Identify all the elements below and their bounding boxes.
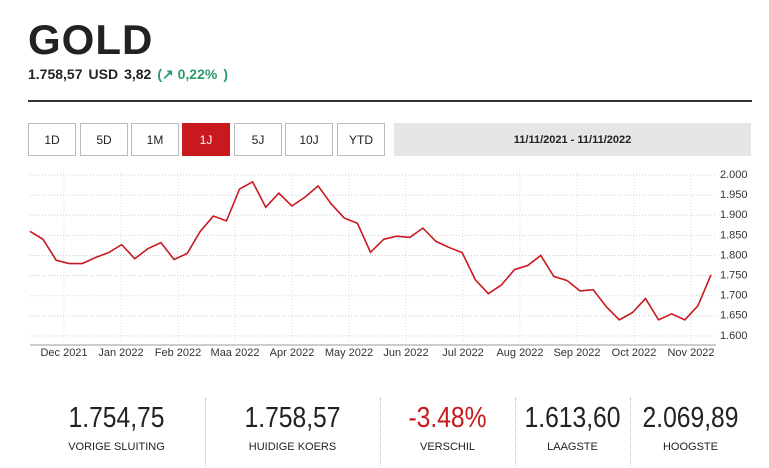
stat-value: -3.48% <box>408 402 487 434</box>
currency: USD <box>88 66 119 82</box>
range-button[interactable]: 5D <box>80 123 128 156</box>
x-tick-label: Sep 2022 <box>553 347 600 359</box>
x-tick-label: Jan 2022 <box>98 347 143 359</box>
x-tick-label: Oct 2022 <box>612 347 657 359</box>
stat-value: 1.754,75 <box>68 402 165 434</box>
separator <box>28 100 752 102</box>
y-tick-label: 1.750 <box>720 270 748 282</box>
x-tick-label: Jun 2022 <box>383 347 428 359</box>
stat: 1.754,75 VORIGE SLUITING <box>28 402 205 453</box>
stat-value: 1.613,60 <box>524 402 621 434</box>
divider <box>515 398 516 466</box>
y-tick-label: 1.800 <box>720 249 748 261</box>
range-button[interactable]: 1D <box>28 123 76 156</box>
range-button[interactable]: 1M <box>131 123 179 156</box>
divider <box>630 398 631 466</box>
x-tick-label: Apr 2022 <box>270 347 315 359</box>
y-tick-label: 1.600 <box>720 330 748 342</box>
stat-value: 2.069,89 <box>642 402 739 434</box>
quote: 1.758,57 USD 3,82 (↗ 0,22%) <box>28 66 234 83</box>
x-tick-label: Jul 2022 <box>442 347 484 359</box>
range-button[interactable]: 5J <box>234 123 282 156</box>
price-line <box>29 180 712 321</box>
x-tick-label: Aug 2022 <box>496 347 543 359</box>
y-tick-label: 1.700 <box>720 290 748 302</box>
stat-value: 1.758,57 <box>244 402 341 434</box>
x-tick-label: Maa 2022 <box>211 347 260 359</box>
stat-label: VERSCHIL <box>419 441 476 453</box>
stat-label: VORIGE SLUITING <box>68 441 165 453</box>
range-button[interactable]: YTD <box>337 123 385 156</box>
y-tick-label: 1.900 <box>720 209 748 221</box>
chart: 2.000 1.950 1.900 1.850 1.800 1.750 1.700 1.650… <box>29 169 748 359</box>
x-tick-label: Feb 2022 <box>155 347 201 359</box>
stat: 1.758,57 HUIDIGE KOERS <box>205 402 380 453</box>
stat: 2.069,89 HOOGSTE <box>630 402 751 453</box>
price: 1.758,57 <box>28 66 83 82</box>
y-tick-label: 1.650 <box>720 310 748 322</box>
stat: -3.48% VERSCHIL <box>380 402 515 453</box>
y-tick-label: 2.000 <box>720 169 748 181</box>
title: GOLD <box>28 16 154 63</box>
range-button[interactable]: 10J <box>285 123 333 156</box>
x-tick-label: Dec 2021 <box>40 347 87 359</box>
stat-label: HOOGSTE <box>662 441 718 453</box>
y-tick-label: 1.950 <box>720 189 748 201</box>
change-pct: (↗ 0,22%) <box>157 66 228 82</box>
date-range[interactable]: 11/11/2021 - 11/11/2022 <box>394 123 751 156</box>
range-button[interactable]: 1J <box>182 123 230 156</box>
divider <box>205 398 206 466</box>
stat-label: LAAGSTE <box>547 441 598 453</box>
x-tick-label: May 2022 <box>325 347 373 359</box>
y-tick-label: 1.850 <box>720 229 748 241</box>
change: 3,82 <box>124 66 152 82</box>
x-tick-label: Nov 2022 <box>667 347 714 359</box>
divider <box>380 398 381 466</box>
change-pct-value: 0,22% <box>177 66 218 82</box>
stat-label: HUIDIGE KOERS <box>248 441 337 453</box>
stat: 1.613,60 LAAGSTE <box>515 402 630 453</box>
